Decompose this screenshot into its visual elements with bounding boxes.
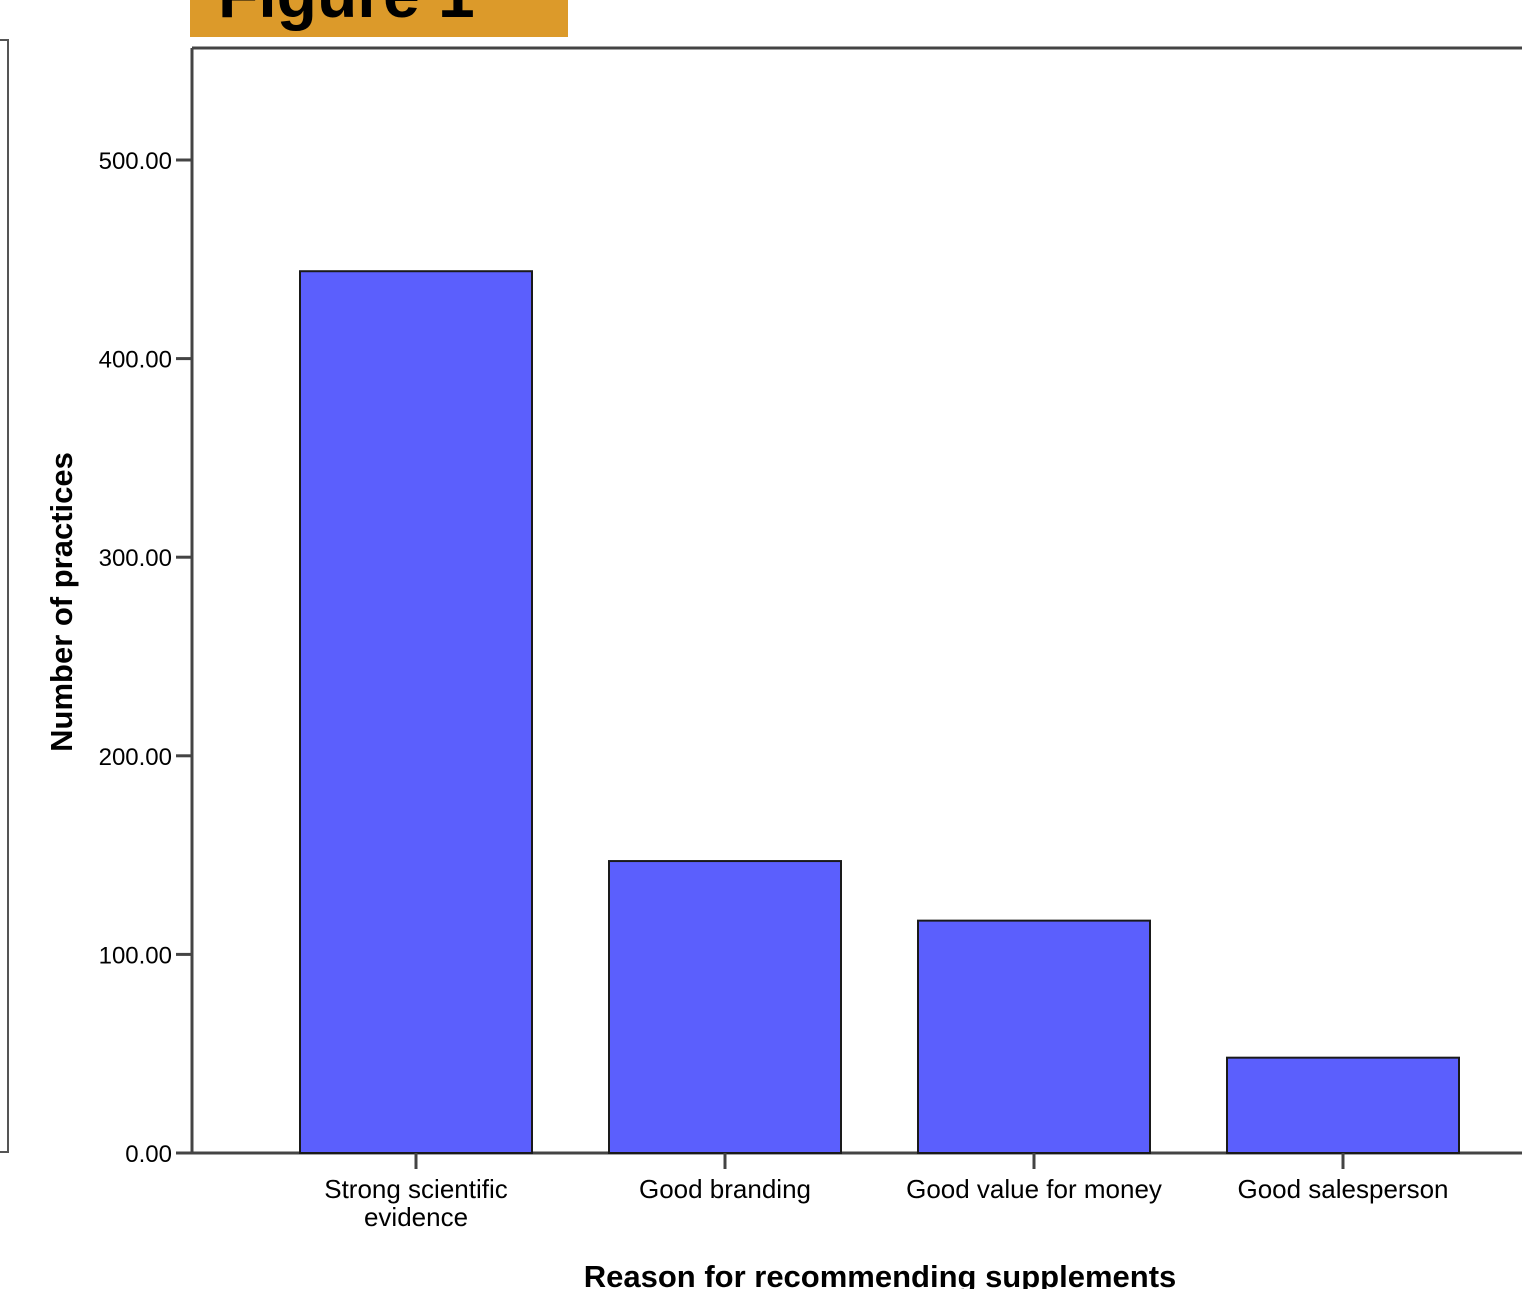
y-tick-label: 100.00 [99,942,172,969]
y-axis-title: Number of practices [44,452,79,752]
y-tick-label: 300.00 [99,545,172,572]
x-axis-title: Reason for recommending supplements [584,1259,1177,1289]
y-tick-label: 400.00 [99,347,172,374]
outer-frame [0,39,9,1153]
x-tick-label: Strong scientific [324,1174,508,1204]
y-tick-label: 0.00 [125,1141,172,1168]
y-axis: 0.00 100.00 200.00 300.00 400.00 500.00 [99,148,192,1168]
bar-1 [608,860,842,1154]
x-tick-label: evidence [364,1202,468,1232]
y-tick-label: 200.00 [99,744,172,771]
figure-label: Figure 1 [218,0,475,32]
bar-2 [917,919,1151,1154]
bar-3 [1226,1056,1460,1154]
x-tick-label: Good value for money [906,1174,1162,1204]
y-tick-label: 500.00 [99,148,172,175]
figure-label-banner: Figure 1 [190,0,568,37]
bars-group [299,270,1460,1154]
x-tick-label: Good branding [639,1174,811,1204]
x-tick-label: Good salesperson [1237,1174,1448,1204]
bar-0 [299,270,533,1154]
